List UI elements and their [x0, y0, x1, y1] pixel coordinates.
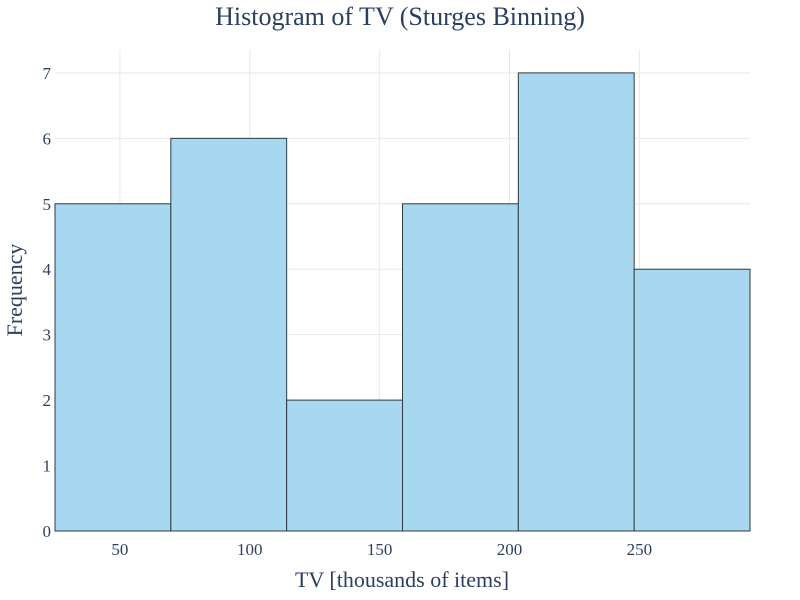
chart-title: Histogram of TV (Sturges Binning)	[215, 2, 585, 31]
histogram-bar	[517, 72, 635, 532]
x-tick-label: 50	[111, 540, 128, 559]
bars	[54, 72, 751, 532]
y-tick-label: 0	[43, 522, 52, 541]
histogram-bar	[54, 203, 172, 532]
y-axis-title: Frequency	[2, 244, 27, 337]
x-axis-ticks: 50 100 150 200 250	[111, 540, 652, 559]
x-axis-title: TV [thousands of items]	[295, 567, 509, 592]
x-tick-label: 250	[627, 540, 653, 559]
y-tick-label: 4	[43, 260, 52, 279]
y-tick-label: 7	[43, 64, 52, 83]
y-tick-label: 3	[43, 326, 52, 345]
x-tick-label: 200	[497, 540, 523, 559]
histogram-bar	[633, 268, 751, 532]
histogram-bar	[170, 137, 288, 532]
histogram-bar	[402, 203, 519, 532]
x-tick-label: 150	[367, 540, 393, 559]
y-tick-label: 2	[43, 391, 52, 410]
y-axis-ticks: 0 1 2 3 4 5 6 7	[43, 64, 52, 541]
x-tick-label: 100	[237, 540, 263, 559]
histogram-bar	[286, 399, 403, 532]
y-tick-label: 5	[43, 195, 52, 214]
y-tick-label: 1	[43, 457, 52, 476]
y-tick-label: 6	[43, 129, 52, 148]
